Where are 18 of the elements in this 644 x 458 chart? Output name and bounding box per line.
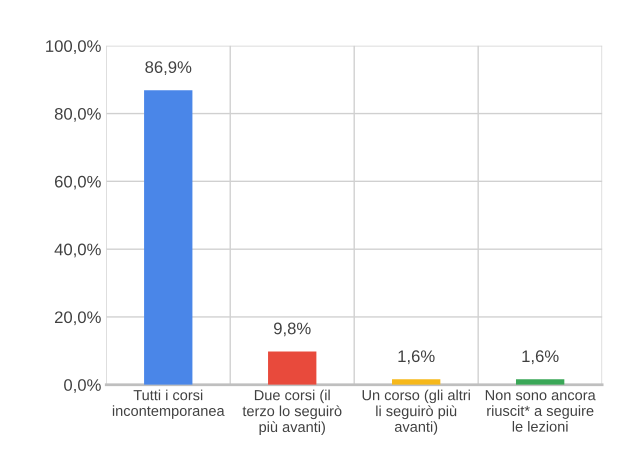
x-tick-label: Due corsi (il terzo lo seguirò più avanti) xyxy=(242,390,342,435)
data-label: 1,6% xyxy=(522,350,559,364)
y-tick-label: 80,0% xyxy=(54,108,101,122)
bar xyxy=(268,352,316,385)
y-tick-label: 60,0% xyxy=(54,176,101,190)
x-tick-label: Non sono ancora riuscit* a seguire le lezioni xyxy=(486,390,596,432)
data-label: 86,9% xyxy=(145,61,192,75)
bar xyxy=(144,90,192,385)
bar xyxy=(516,379,564,385)
y-tick-label: 40,0% xyxy=(54,244,101,258)
y-tick-label: 100,0% xyxy=(46,40,101,54)
y-tick-label: 20,0% xyxy=(54,311,101,326)
data-label: 1,6% xyxy=(398,350,435,364)
y-tick-label: 0,0% xyxy=(64,379,101,393)
x-tick-label: Tutti i corsi incontemporanea xyxy=(112,390,225,419)
bar xyxy=(392,379,440,385)
x-tick-label: Un corso (gli altri li seguirò più avanti) xyxy=(362,390,470,435)
data-label: 9,8% xyxy=(274,322,311,336)
